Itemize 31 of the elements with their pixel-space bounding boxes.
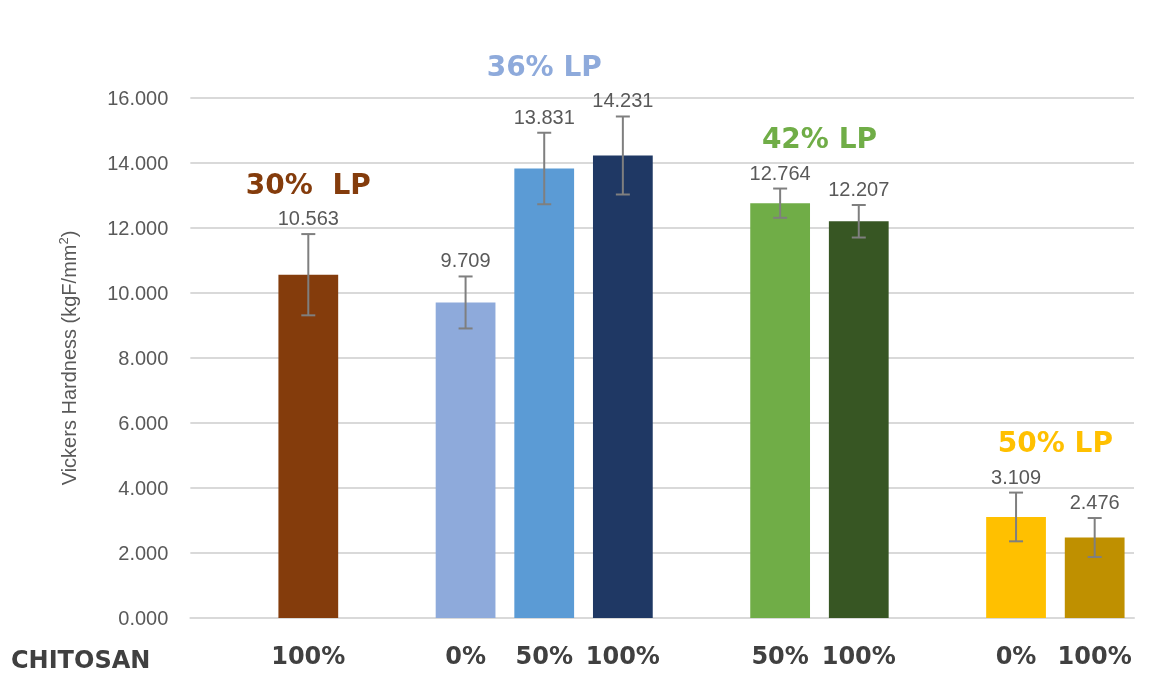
text: 36% LP <box>486 49 602 83</box>
annotation: 50% LP <box>997 426 1113 460</box>
y-tick-label: 16.000 <box>107 87 169 109</box>
x-tick-label: 100% <box>1057 642 1132 670</box>
x-tick-label: 0% <box>995 642 1037 670</box>
y-tick-label: 12.000 <box>107 217 169 239</box>
y-tick-label: 0.000 <box>118 607 169 629</box>
data-label: 10.563 <box>277 207 339 230</box>
y-tick-label: 2.000 <box>118 542 169 564</box>
x-tick-label: 100% <box>585 642 660 670</box>
x-tick-label: 50% <box>751 642 809 670</box>
data-label: 3.109 <box>991 465 1042 488</box>
y-axis-title: Vickers Hardness (kgF/mm2) <box>56 230 80 486</box>
y-tick-label: 14.000 <box>107 152 169 174</box>
x-tick-label: 50% <box>515 642 573 670</box>
data-label: 12.764 <box>749 161 811 184</box>
annotation: 30% LP <box>245 167 371 201</box>
x-tick-label: 100% <box>271 642 346 670</box>
y-tick-label: 8.000 <box>118 347 169 369</box>
y-tick-label: 6.000 <box>118 412 169 434</box>
y-tick-label: 4.000 <box>118 477 169 499</box>
x-tick-label: 0% <box>445 642 486 670</box>
x-tick-label: 100% <box>821 642 896 670</box>
data-label: 9.709 <box>440 249 491 272</box>
annotation: 42% LP <box>761 122 878 156</box>
data-label: 12.207 <box>828 178 890 201</box>
y-tick-label: 10.000 <box>107 282 169 304</box>
data-label: 13.831 <box>513 105 575 128</box>
data-label: 2.476 <box>1069 491 1120 514</box>
data-label: 14.231 <box>592 89 654 112</box>
x-axis-title: CHITOSAN <box>10 646 151 674</box>
